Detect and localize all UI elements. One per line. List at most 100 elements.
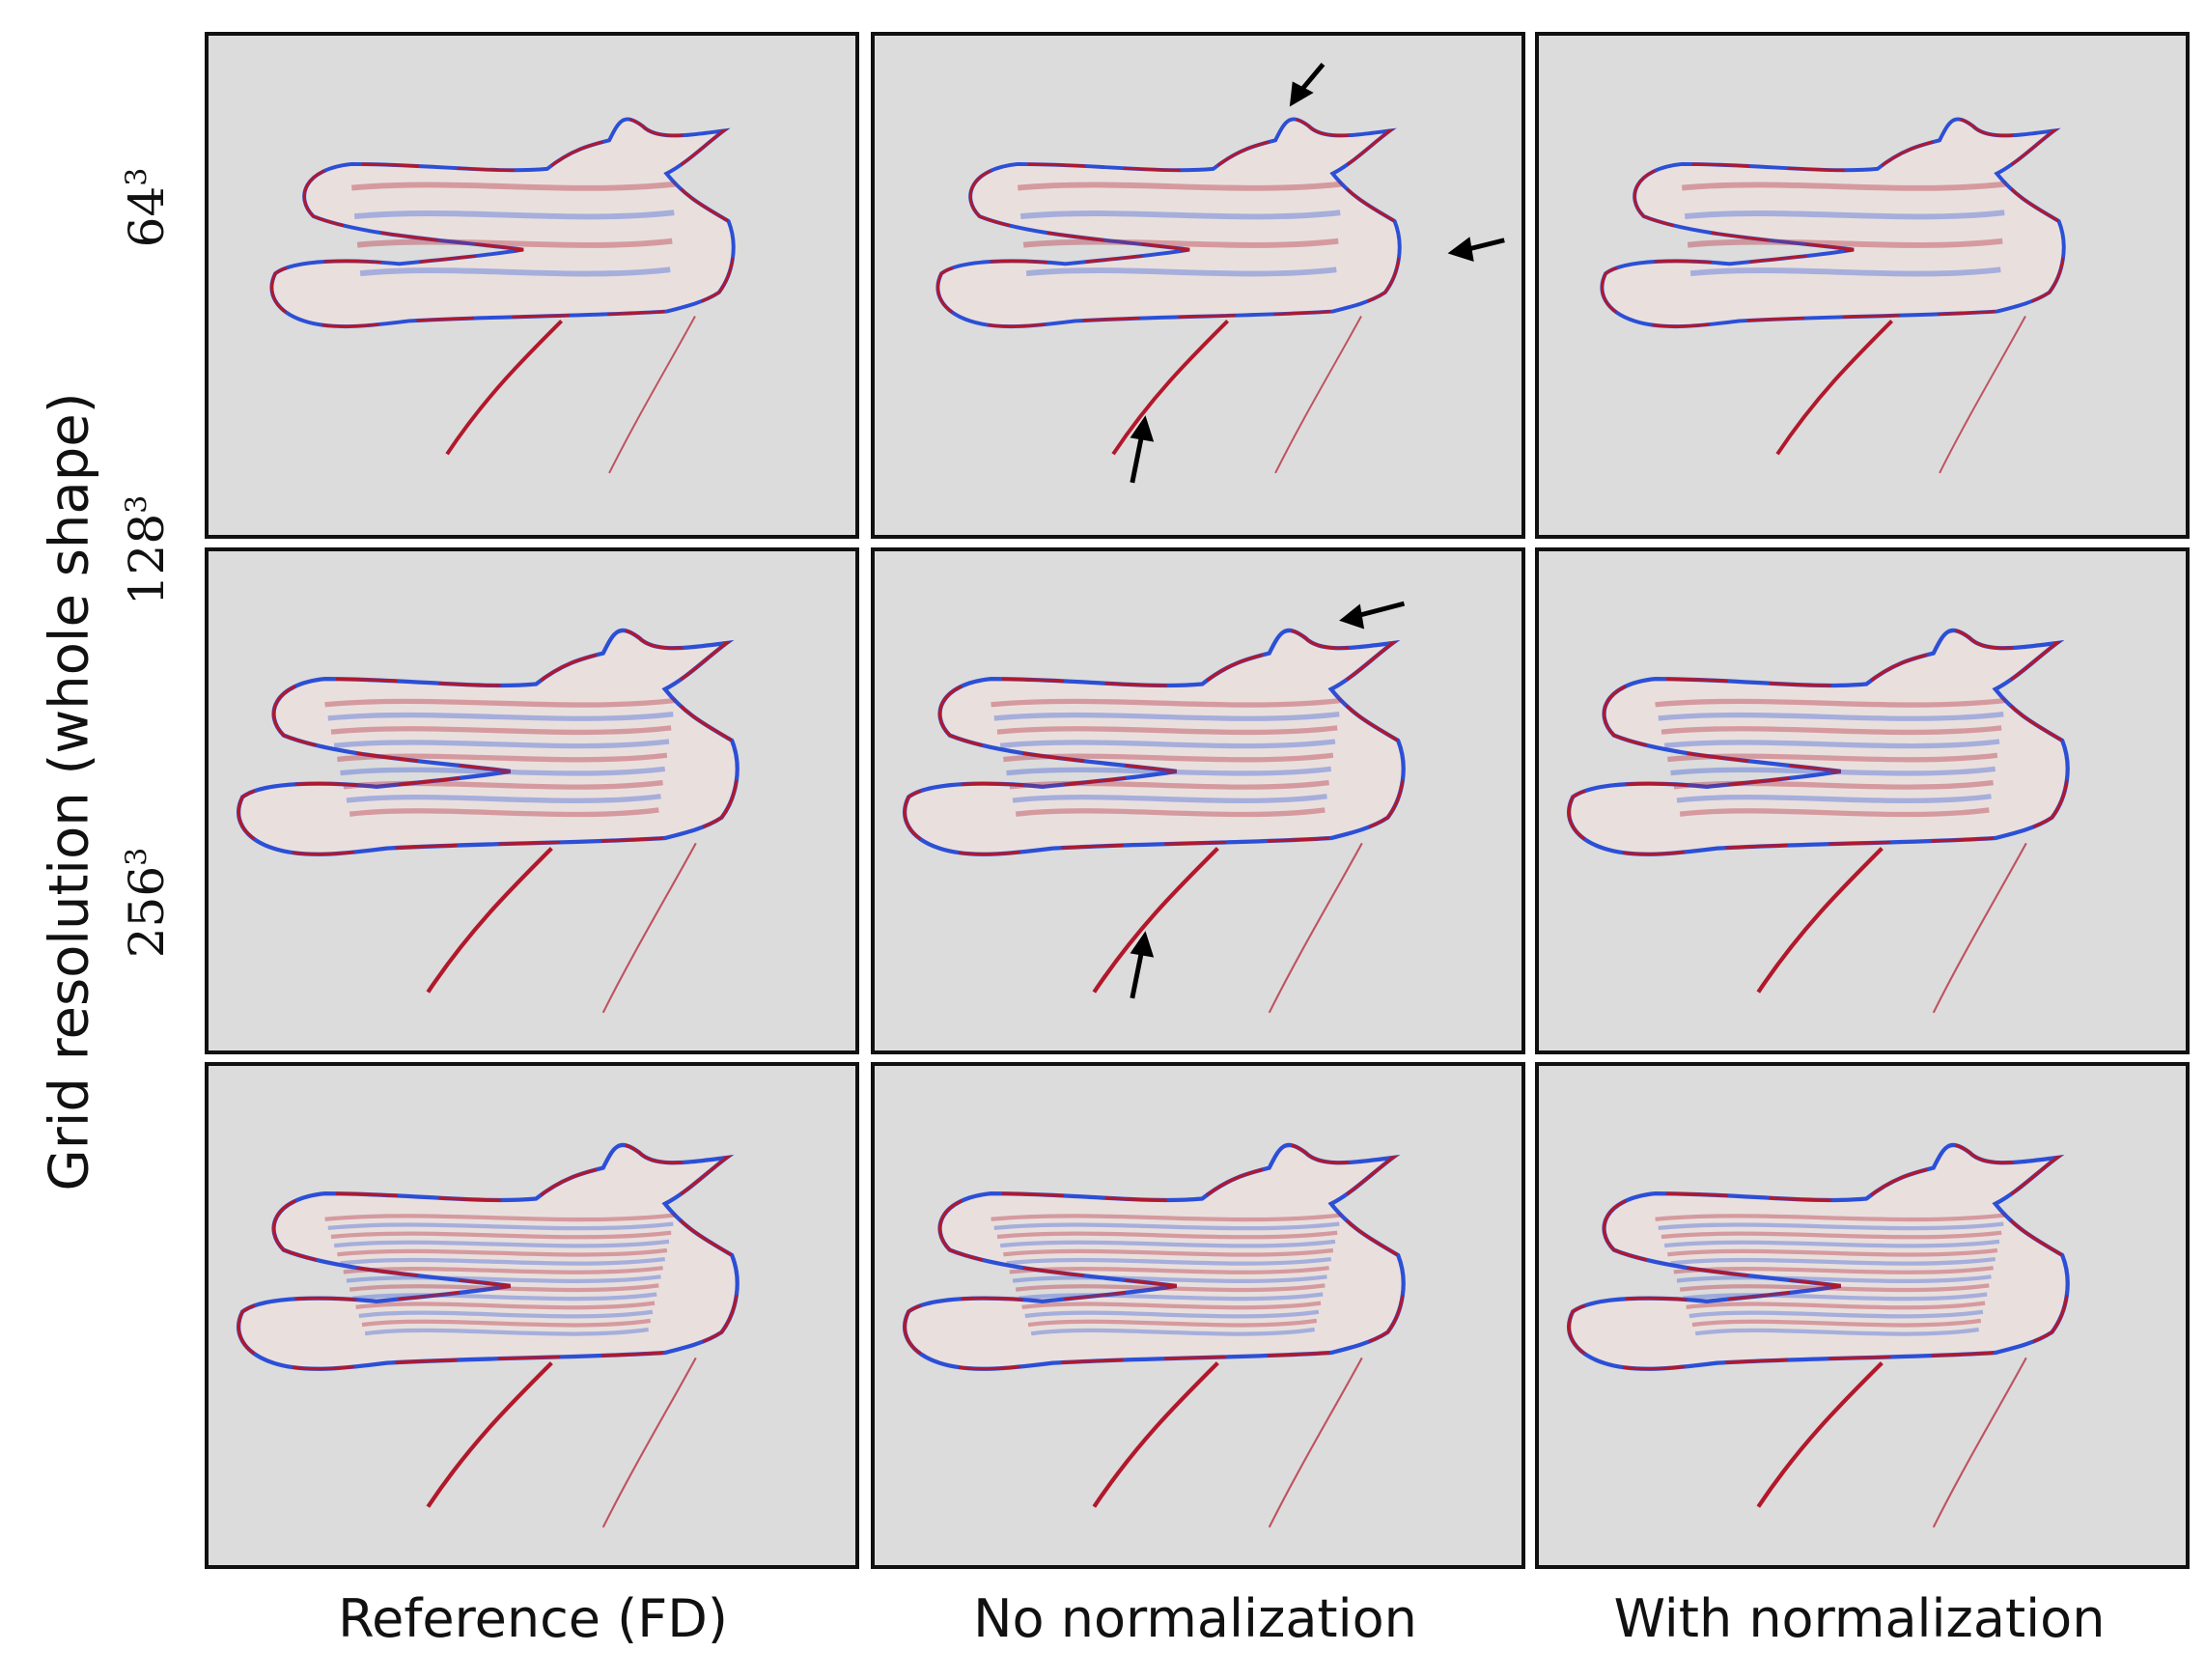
panel-with-normalization-64 (1535, 32, 2190, 539)
curvature-stripe (1679, 807, 1990, 818)
panel-no-normalization-64 (871, 32, 1525, 539)
curvature-stripe (349, 807, 659, 818)
curvature-stripe (1676, 794, 1992, 803)
curvature-stripe (353, 210, 675, 220)
arrow-icon (1339, 601, 1406, 630)
curvature-stripe (346, 1274, 661, 1284)
arrow-icon (1130, 415, 1155, 484)
curvature-stripe (346, 794, 661, 803)
curvature-stripe (1009, 779, 1329, 790)
curvature-stripe (1683, 1292, 1988, 1302)
dragon-edge-positive (1567, 629, 2070, 856)
curvature-stripe (1658, 712, 2004, 721)
curvature-stripe (1661, 725, 2002, 736)
neck-curve (426, 1361, 553, 1508)
curvature-stripe (333, 739, 670, 749)
arrow-icon (1289, 62, 1326, 107)
neck-curve (1111, 320, 1230, 456)
column-label-with-normalization: With normalization (1613, 1588, 2106, 1649)
curvature-stripe (1663, 1239, 2000, 1248)
curvature-stripe (337, 1247, 668, 1257)
curvature-stripe (340, 766, 666, 776)
curvature-stripe (327, 712, 674, 721)
dragon-silhouette (1567, 1142, 2070, 1371)
panel-reference-256 (205, 1062, 859, 1569)
neck-curve (1092, 1361, 1219, 1508)
curvature-stripe (356, 238, 673, 248)
curvature-stripe (999, 739, 1336, 749)
dragon-edge-positive (903, 1143, 1406, 1371)
neck-curve (601, 842, 697, 1014)
curvature-stripe (1027, 1318, 1318, 1328)
curvature-stripe (993, 1221, 1340, 1231)
curvature-stripe (1006, 1256, 1332, 1266)
panel-reference-128 (205, 547, 859, 1054)
curvature-stripe (1691, 1318, 1982, 1328)
column-label-reference: Reference (FD) (338, 1588, 728, 1649)
dragon-silhouette (935, 117, 1402, 329)
curvature-stripe (1670, 1256, 1996, 1266)
curvature-stripe (1670, 766, 1996, 776)
dragon-edge-positive (1567, 1143, 2070, 1371)
row-label-256: 2563 (119, 847, 175, 959)
curvature-stripe (1689, 1309, 1984, 1319)
curvature-stripe (1025, 266, 1337, 277)
curvature-stripe (343, 779, 663, 790)
curvature-stripe (1024, 1309, 1320, 1319)
curvature-stripe (337, 752, 668, 763)
curvature-stripe (1015, 807, 1326, 818)
curvature-stripe (1019, 1292, 1324, 1302)
curvature-stripe (1019, 210, 1341, 220)
curvature-stripe (333, 1239, 670, 1248)
curvature-stripe (1679, 1283, 1990, 1293)
curvature-stripe (343, 1266, 663, 1274)
curvature-stripe (1686, 1301, 1986, 1310)
neck-curve (1268, 1357, 1363, 1528)
panel-with-normalization-128 (1535, 547, 2190, 1054)
curvature-stripe (1689, 266, 2001, 277)
curvature-stripe (324, 1213, 676, 1222)
dragon-silhouette (237, 1142, 740, 1371)
neck-curve (1274, 316, 1362, 474)
curvature-stripe (1661, 1230, 2002, 1240)
panel-reference-64 (205, 32, 859, 539)
neck-curve (1932, 1357, 2027, 1528)
curvature-stripe (1012, 794, 1327, 803)
curvature-stripe (1673, 1266, 1994, 1274)
neck-curve (1775, 320, 1894, 456)
curvature-stripe (1655, 1213, 2006, 1222)
neck-curve (608, 316, 696, 474)
panel-with-normalization-256 (1535, 1062, 2190, 1569)
dragon-silhouette (1600, 117, 2066, 329)
curvature-stripe (999, 1239, 1336, 1248)
curvature-stripe (1684, 210, 2005, 220)
dragon-silhouette (269, 117, 736, 329)
neck-curve (1756, 847, 1884, 994)
curvature-stripe (1676, 1274, 1992, 1284)
curvature-stripe (1663, 739, 2000, 749)
row-label-128: 1283 (119, 494, 175, 606)
curvature-stripe (349, 1283, 659, 1293)
curvature-stripe (358, 1309, 654, 1319)
dragon-edge-positive (237, 629, 740, 856)
curvature-stripe (324, 697, 676, 708)
curvature-stripe (1021, 1301, 1322, 1310)
curvature-stripe (327, 1221, 674, 1231)
neck-curve (601, 1357, 697, 1528)
curvature-stripe (1012, 1274, 1327, 1284)
curvature-stripe (1681, 181, 2007, 191)
curvature-stripe (1003, 1247, 1334, 1257)
dragon-edge-positive (936, 118, 1402, 328)
curvature-stripe (1673, 779, 1994, 790)
curvature-stripe (1687, 238, 2003, 248)
curvature-stripe (340, 1256, 666, 1266)
curvature-stripe (1655, 697, 2006, 708)
neck-curve (426, 847, 553, 994)
dragon-silhouette (903, 1142, 1406, 1371)
panel-no-normalization-128 (871, 547, 1525, 1054)
curvature-stripe (1017, 181, 1343, 191)
dragon-edge-positive (270, 118, 736, 328)
curvature-stripe (1015, 1283, 1326, 1293)
curvature-stripe (1030, 1327, 1315, 1336)
